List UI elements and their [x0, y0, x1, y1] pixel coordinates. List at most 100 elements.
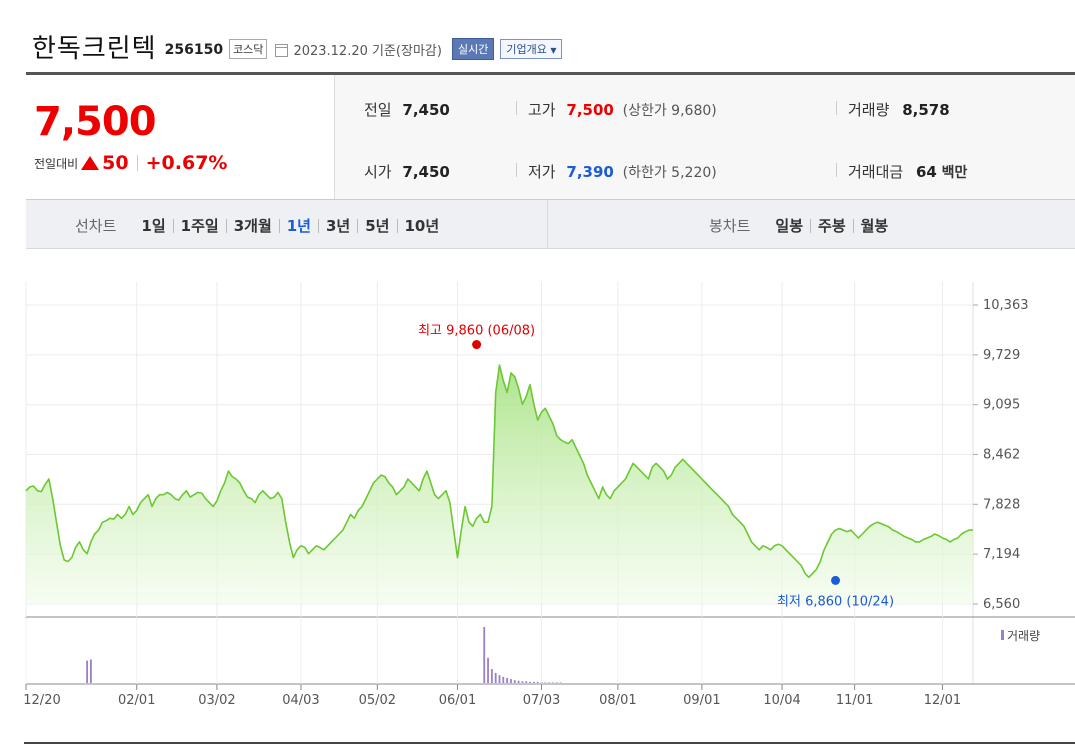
amount-label: 거래대금	[848, 163, 904, 181]
volume-bar	[86, 660, 88, 683]
stock-code: 256150	[164, 42, 224, 58]
price-summary: 7,500 전일대비 50 +0.67%	[26, 75, 335, 199]
volume-bar	[502, 676, 505, 683]
x-tick-label: 11/01	[836, 693, 873, 708]
tab-line-period-6[interactable]: 10년	[404, 217, 440, 235]
tab-line-period-2[interactable]: 3개월	[233, 217, 272, 235]
price-area-fill	[26, 365, 973, 604]
volume-legend-swatch	[1001, 630, 1004, 640]
volume-bar	[540, 682, 543, 683]
tab-separator	[810, 218, 812, 233]
y-tick-label: 9,729	[983, 348, 1020, 363]
tab-candle-period-2[interactable]: 월봉	[860, 217, 889, 235]
change-amount: 50	[102, 152, 129, 174]
company-overview-dropdown[interactable]: 기업개요 ▼	[500, 39, 563, 59]
bottom-divider	[24, 742, 1075, 744]
tab-line-period-1[interactable]: 1주일	[180, 217, 219, 235]
volume-bar	[506, 677, 509, 683]
lower-limit: (하한가 5,220)	[622, 165, 717, 181]
candle-chart-tabs: 봉차트 일봉 주봉 월봉	[709, 215, 895, 236]
x-tick-label: 12/20	[23, 693, 60, 708]
amount-unit: 백만	[941, 165, 968, 181]
price-area	[25, 364, 973, 604]
change-percent: +0.67%	[145, 152, 228, 174]
y-tick-label: 6,560	[983, 597, 1020, 612]
tab-separator	[852, 218, 854, 233]
volume-bar	[544, 682, 547, 683]
quote-divider	[516, 101, 517, 115]
y-tick-label: 7,828	[983, 497, 1020, 512]
x-tick-label: 05/02	[359, 693, 396, 708]
volume-bar	[555, 682, 558, 683]
amount-value: 64	[915, 163, 937, 181]
calendar-icon	[275, 43, 289, 57]
tabs-divider	[547, 200, 548, 248]
tab-separator	[357, 218, 359, 233]
y-tick-label: 9,095	[983, 398, 1020, 413]
max-marker	[472, 340, 482, 350]
quote-date: 2023.12.20 기준(장마감)	[293, 43, 442, 59]
y-axis: 10,363 9,729 9,095 8,462 7,828 7,194 6,560	[973, 298, 1029, 612]
quote-details: 전일 7,450 시가 7,450 고가 7,500 (상한가 9,680) 저…	[335, 75, 1075, 199]
volume-bar	[532, 681, 535, 683]
x-tick-label: 03/02	[198, 693, 235, 708]
min-marker	[831, 575, 841, 585]
chart-tabs: 선차트 1일 1주일 3개월 1년 3년 5년 10년 봉차트 일봉 주봉 월봉	[26, 200, 1075, 249]
quote-divider	[836, 101, 837, 115]
open-price: 시가 7,450	[364, 161, 450, 182]
volume-bar	[529, 681, 531, 683]
tab-line-period-3[interactable]: 1년	[286, 217, 311, 235]
chart-annotations: 최고 9,860 (06/08) 최저 6,860 (10/24)	[418, 324, 894, 610]
volume-bar	[559, 682, 562, 683]
volume-bar	[90, 659, 92, 683]
price-line	[25, 364, 973, 579]
volume-bar	[513, 680, 516, 683]
stock-name: 한독크린텍	[32, 33, 157, 64]
max-label: 최고 9,860 (06/08)	[418, 324, 535, 339]
y-tick-label: 7,194	[983, 547, 1020, 562]
x-tick-label: 07/03	[523, 693, 560, 708]
low-value: 7,390	[566, 163, 614, 181]
realtime-button[interactable]: 실시간	[451, 38, 495, 60]
stock-header: 한독크린텍 256150 코스닥 2023.12.20 기준(장마감) 실시간 …	[32, 26, 563, 66]
low-label: 저가	[528, 163, 556, 181]
volume-bar	[536, 681, 539, 683]
change-divider	[136, 155, 138, 171]
y-tick-label: 8,462	[983, 447, 1020, 462]
tab-candle-period-1[interactable]: 주봉	[818, 217, 846, 235]
prev-close-value: 7,450	[402, 101, 450, 119]
y-tick-label: 10,363	[983, 298, 1029, 313]
volume-bar	[510, 679, 512, 683]
tab-line-period-4[interactable]: 3년	[326, 217, 351, 235]
high-value: 7,500	[566, 101, 614, 119]
market-badge: 코스닥	[229, 39, 268, 59]
x-tick-label: 06/01	[439, 693, 476, 708]
quote-bottom-divider	[26, 199, 1075, 200]
x-tick-label: 02/01	[118, 693, 155, 708]
x-tick-label: 12/01	[924, 693, 961, 708]
tab-line-period-0[interactable]: 1일	[141, 217, 166, 235]
x-tick-label: 10/04	[763, 693, 800, 708]
volume-bar	[517, 680, 520, 683]
tab-line-period-5[interactable]: 5년	[365, 217, 390, 235]
tab-separator	[172, 218, 174, 233]
volume-label: 거래량	[848, 101, 890, 119]
upper-limit: (상한가 9,680)	[622, 103, 717, 119]
min-label: 최저 6,860 (10/24)	[777, 594, 894, 609]
volume-bar	[490, 669, 493, 683]
volume: 거래량 8,578	[848, 99, 950, 120]
tab-separator	[396, 218, 398, 233]
tab-candle-period-0[interactable]: 일봉	[775, 217, 804, 235]
tab-separator	[318, 218, 319, 233]
line-chart-tabs: 선차트 1일 1주일 3개월 1년 3년 5년 10년	[75, 215, 446, 236]
x-axis: 12/20 02/01 03/02 04/03 05/02 06/01 07/03 08/01…	[23, 684, 961, 708]
x-tick-label: 08/01	[599, 693, 636, 708]
trade-amount: 거래대금 64 백만	[848, 161, 967, 182]
volume-bar	[483, 627, 486, 683]
volume-bar	[498, 675, 501, 683]
volume-bar	[548, 682, 551, 683]
volume-bar	[552, 682, 554, 683]
high-label: 고가	[528, 101, 556, 119]
prev-close: 전일 7,450	[364, 99, 450, 120]
